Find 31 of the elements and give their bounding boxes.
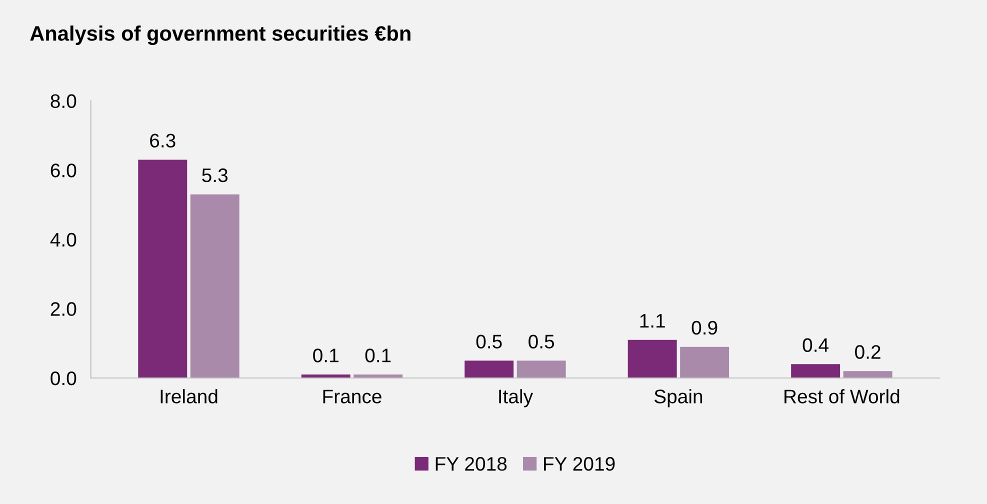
bar [464,360,514,378]
bar [190,194,240,378]
data-label: 6.3 [150,134,176,148]
bar [516,360,566,378]
y-tick-label: 4.0 [50,232,76,247]
data-label: 1.1 [640,314,665,328]
data-label: 0.5 [476,334,502,348]
x-tick-label: Rest of World [784,389,900,404]
data-label: 0.5 [528,334,554,348]
y-tick-label: 8.0 [50,94,76,108]
bar [791,364,840,378]
data-label: 0.1 [365,348,391,362]
data-label: 0.9 [692,320,718,335]
data-label: 0.1 [313,348,338,362]
data-label: 5.3 [202,168,228,182]
x-tick-label: Ireland [160,389,218,404]
data-label: 0.4 [802,338,829,352]
bar [843,371,892,378]
y-tick-label: 2.0 [50,302,76,316]
y-tick-label: 6.0 [50,164,76,178]
bar [138,160,188,378]
legend-label: FY 2019 [544,456,615,471]
bar [628,340,677,378]
data-label: 0.2 [855,345,880,359]
x-tick-label: France [323,390,382,404]
y-tick-label: 0.0 [50,371,76,386]
chart-title: Analysis of government securities €bn [30,26,410,46]
x-tick-label: Italy [499,389,534,408]
bar [680,346,730,378]
legend-label: FY 2018 [436,456,507,471]
x-tick-label: Spain [654,389,702,408]
